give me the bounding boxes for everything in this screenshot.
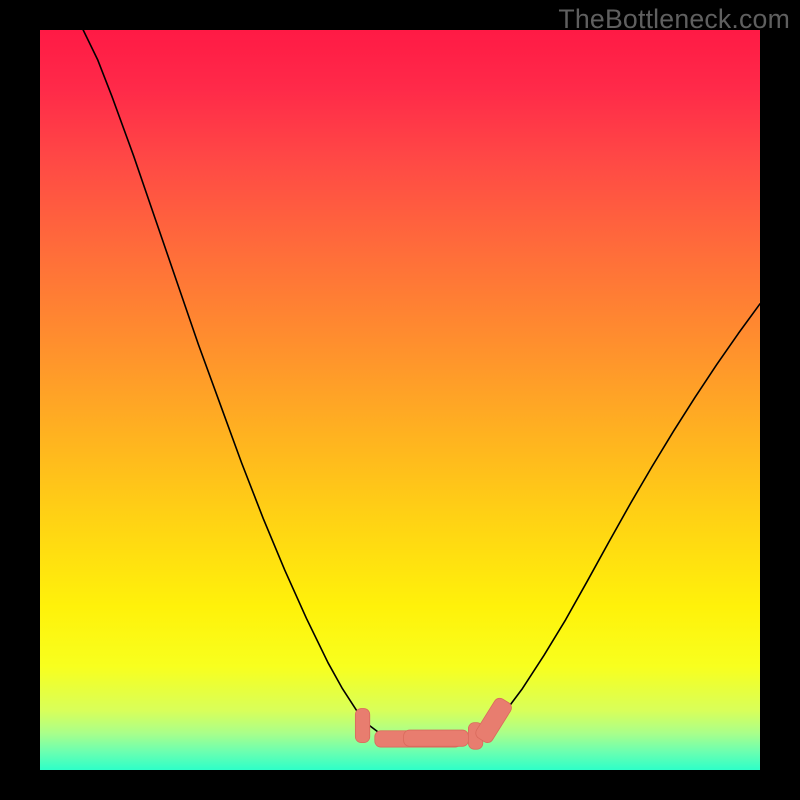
valley-marker <box>404 730 469 746</box>
bottleneck-chart <box>40 30 760 770</box>
valley-marker <box>355 709 369 743</box>
gradient-background <box>40 30 760 770</box>
chart-canvas: TheBottleneck.com <box>0 0 800 800</box>
